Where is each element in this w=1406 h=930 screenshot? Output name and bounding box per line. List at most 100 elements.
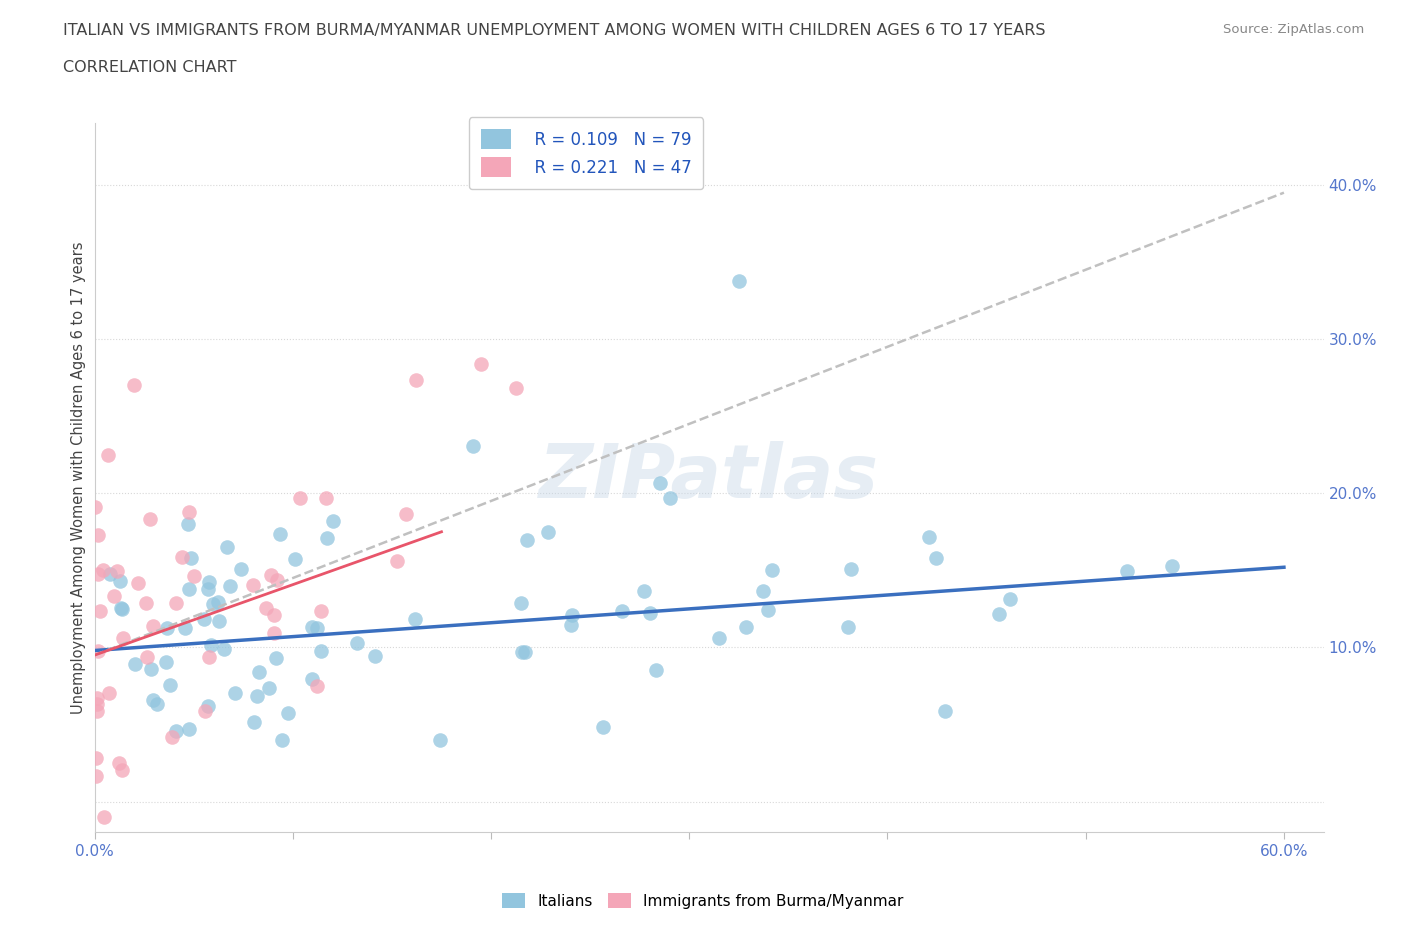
Point [179,581,201,596]
Point [174,621,197,636]
Point [242,578,264,592]
Point [110,601,132,616]
Point [111,763,134,777]
Point [208,614,231,629]
Point [363,648,385,663]
Point [322,513,344,528]
Point [197,699,219,714]
Point [87,527,110,542]
Point [395,507,418,522]
Point [198,649,221,664]
Point [309,604,332,618]
Point [84,751,107,765]
Point [98,566,121,581]
Point [146,697,169,711]
Point [290,490,312,505]
Point [305,620,328,635]
Point [560,607,582,622]
Point [247,664,270,679]
Point [194,703,217,718]
Point [243,714,266,729]
Point [97,685,120,700]
Point [650,475,672,490]
Point [752,584,775,599]
Point [659,491,682,506]
Point [193,611,215,626]
Point [644,663,666,678]
Point [127,576,149,591]
Text: ZIPatlas: ZIPatlas [538,442,879,514]
Point [254,600,277,615]
Point [309,644,332,658]
Point [837,619,859,634]
Point [91,563,114,578]
Point [86,697,108,711]
Point [112,631,135,645]
Legend: Italians, Immigrants from Burma/Myanmar: Italians, Immigrants from Burma/Myanmar [496,886,910,915]
Point [264,650,287,665]
Point [177,517,200,532]
Point [86,644,108,658]
Point [839,562,862,577]
Point [135,595,157,610]
Point [141,661,163,676]
Point [124,657,146,671]
Point [155,655,177,670]
Point [633,584,655,599]
Point [761,563,783,578]
Point [217,540,239,555]
Point [86,566,108,581]
Point [463,439,485,454]
Point [537,525,560,539]
Point [734,620,756,635]
Point [385,553,408,568]
Point [84,499,107,514]
Point [988,606,1011,621]
Point [998,591,1021,606]
Point [277,706,299,721]
Point [260,568,283,583]
Point [505,380,527,395]
Point [756,603,779,618]
Point [925,551,948,565]
Point [183,568,205,583]
Point [108,573,131,588]
Point [301,619,323,634]
Point [202,596,225,611]
Point [180,551,202,565]
Point [103,589,125,604]
Point [86,690,108,705]
Point [470,356,492,371]
Point [263,625,285,640]
Point [638,605,661,620]
Point [510,644,533,659]
Point [159,677,181,692]
Point [218,578,240,593]
Point [162,730,184,745]
Point [269,526,291,541]
Point [727,273,749,288]
Point [135,649,157,664]
Point [156,620,179,635]
Text: ITALIAN VS IMMIGRANTS FROM BURMA/MYANMAR UNEMPLOYMENT AMONG WOMEN WITH CHILDREN : ITALIAN VS IMMIGRANTS FROM BURMA/MYANMAR… [63,23,1046,38]
Point [139,512,162,526]
Point [1115,564,1137,578]
Point [266,572,288,587]
Text: CORRELATION CHART: CORRELATION CHART [63,60,236,75]
Point [246,688,269,703]
Text: Source: ZipAtlas.com: Source: ZipAtlas.com [1223,23,1364,36]
Y-axis label: Unemployment Among Women with Children Ages 6 to 17 years: Unemployment Among Women with Children A… [72,242,86,714]
Point [111,601,134,616]
Point [86,703,108,718]
Point [122,378,145,392]
Point [1161,559,1184,574]
Point [141,618,163,633]
Point [263,608,285,623]
Point [165,724,187,738]
Point [97,448,120,463]
Point [592,720,614,735]
Point [316,530,339,545]
Point [177,505,200,520]
Point [86,768,108,783]
Point [284,551,307,566]
